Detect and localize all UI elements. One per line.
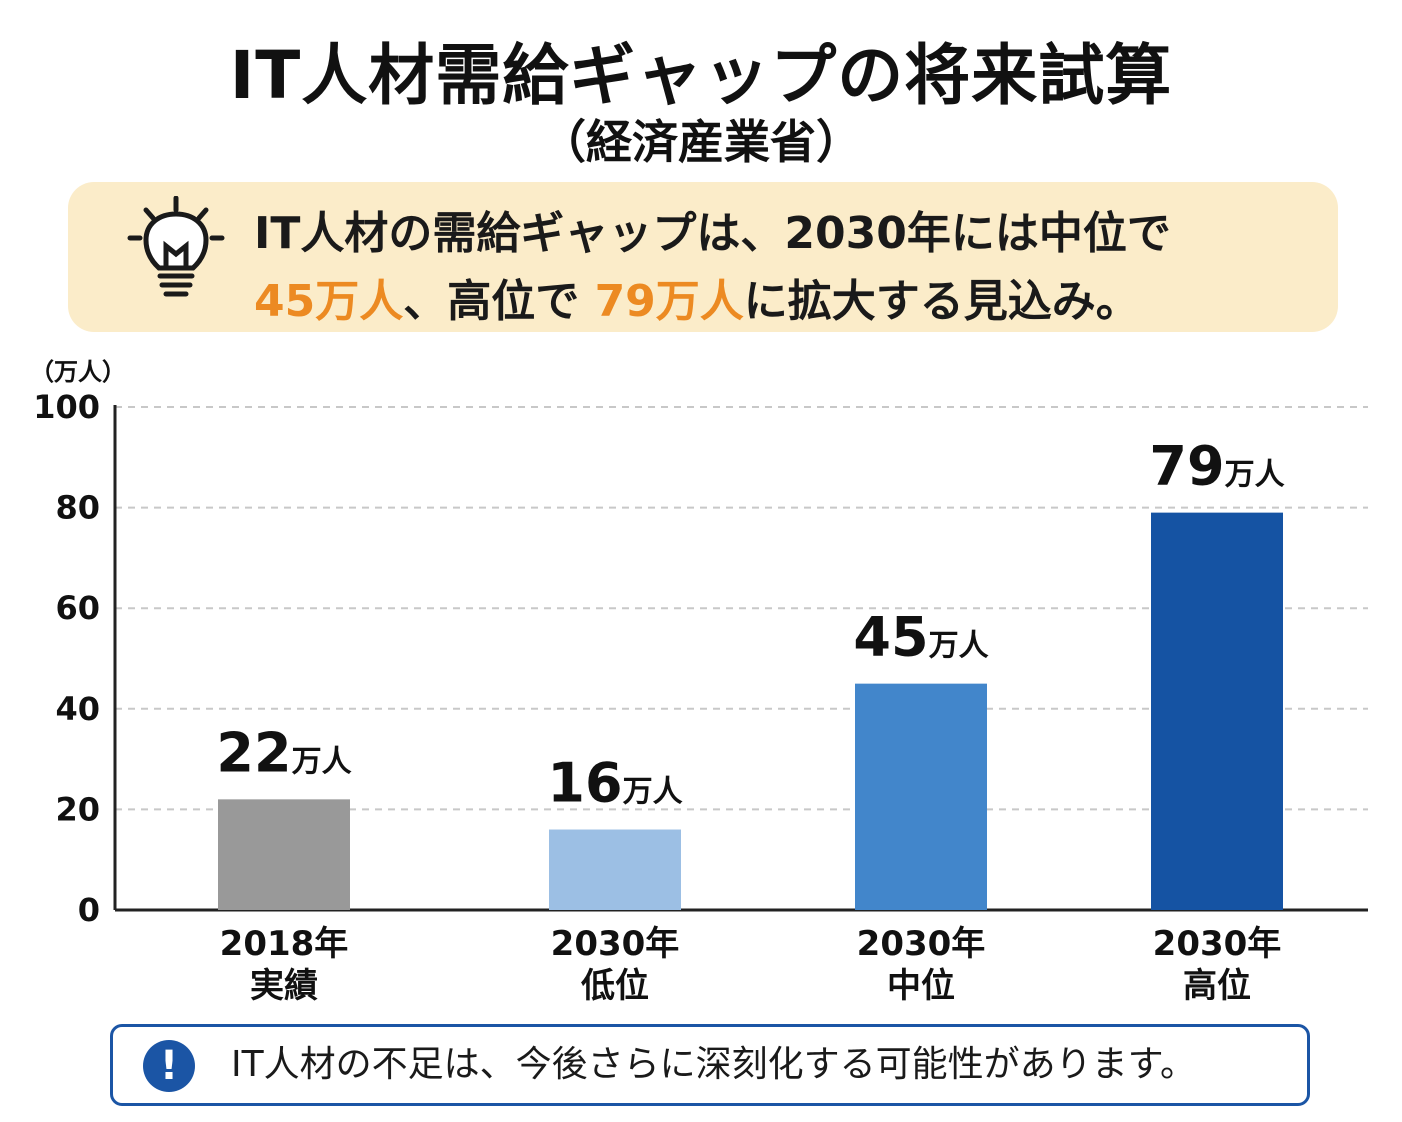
bar bbox=[1151, 512, 1283, 910]
x-tick-label: 2030年 bbox=[857, 924, 986, 964]
bar-value-label: 45万人 bbox=[853, 606, 988, 669]
y-tick-label: 40 bbox=[55, 690, 100, 728]
callout-highlight-mid: 45万人 bbox=[254, 276, 404, 327]
callout-text-2: 、高位で bbox=[403, 276, 580, 327]
x-tick-sublabel: 中位 bbox=[887, 966, 955, 1006]
x-tick-sublabel: 実績 bbox=[250, 966, 318, 1006]
bar-value-label: 79万人 bbox=[1149, 435, 1284, 498]
x-tick-sublabel: 低位 bbox=[581, 966, 649, 1006]
page-subtitle: （経済産業省） bbox=[540, 115, 862, 169]
page-title: IT人材需給ギャップの将来試算 bbox=[229, 37, 1173, 114]
y-tick-label: 100 bbox=[33, 388, 100, 426]
x-tick-label: 2030年 bbox=[551, 924, 680, 964]
x-tick-label: 2018年 bbox=[220, 924, 349, 964]
bar-value-label: 16万人 bbox=[547, 752, 682, 815]
note-text: IT人材の不足は、今後さらに深刻化する可能性があります。 bbox=[231, 1044, 1197, 1085]
y-tick-label: 80 bbox=[55, 489, 100, 527]
bar bbox=[218, 799, 350, 910]
bar bbox=[549, 829, 681, 910]
x-tick-label: 2030年 bbox=[1153, 924, 1282, 964]
callout-text: IT人材の需給ギャップは、2030年には中位で 45万人、高位で 79万人に拡大… bbox=[254, 200, 1318, 336]
exclamation-icon: ! bbox=[143, 1040, 195, 1092]
callout-line-2: 45万人、高位で 79万人に拡大する見込み。 bbox=[254, 268, 1318, 336]
lightbulb-icon bbox=[127, 196, 225, 297]
bar bbox=[855, 683, 987, 910]
summary-callout: IT人材の需給ギャップは、2030年には中位で 45万人、高位で 79万人に拡大… bbox=[68, 182, 1338, 332]
callout-text-4: に拡大する見込み。 bbox=[743, 276, 1140, 327]
bar-chart: 02040608010022万人2018年実績16万人2030年低位45万人20… bbox=[33, 388, 1368, 1006]
y-tick-label: 0 bbox=[78, 891, 100, 929]
y-axis-unit: （万人） bbox=[30, 358, 126, 386]
y-tick-label: 20 bbox=[55, 790, 100, 828]
x-tick-sublabel: 高位 bbox=[1183, 966, 1251, 1006]
bar-value-label: 22万人 bbox=[216, 721, 351, 784]
callout-highlight-high: 79万人 bbox=[594, 276, 744, 327]
y-tick-label: 60 bbox=[55, 589, 100, 627]
warning-note: ! IT人材の不足は、今後さらに深刻化する可能性があります。 bbox=[110, 1024, 1310, 1106]
callout-line-1: IT人材の需給ギャップは、2030年には中位で bbox=[254, 208, 1171, 259]
